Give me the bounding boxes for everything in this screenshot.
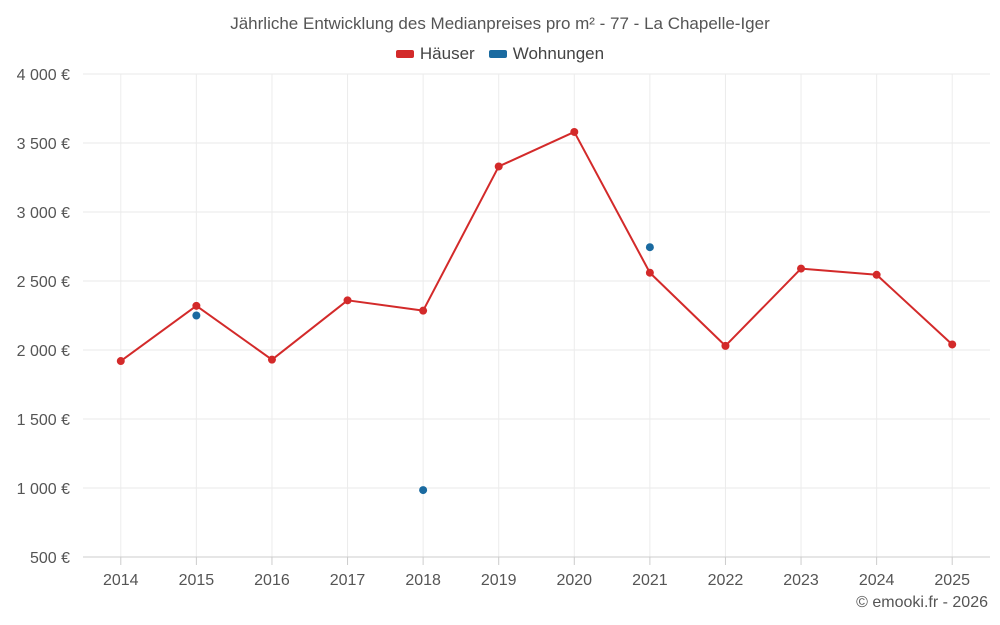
- series-line-haeuser: [120, 130, 953, 362]
- chart-marks: [116, 127, 957, 495]
- chart-legend: Häuser Wohnungen: [0, 44, 1000, 64]
- legend-swatch-haeuser: [395, 50, 414, 58]
- data-point-haeuser-2015[interactable]: [192, 301, 201, 310]
- data-point-haeuser-2025[interactable]: [948, 340, 957, 349]
- y-tick-label: 2 500 €: [17, 274, 70, 291]
- copyright-credit: © emooki.fr - 2026: [856, 594, 988, 611]
- x-tick-label: 2022: [708, 572, 744, 589]
- x-tick-label: 2023: [783, 572, 819, 589]
- x-tick-label: 2025: [934, 572, 970, 589]
- y-tick-label: 1 000 €: [17, 481, 70, 498]
- data-point-haeuser-2014[interactable]: [116, 357, 125, 366]
- y-tick-label: 4 000 €: [17, 67, 70, 84]
- legend-swatch-wohnungen: [488, 50, 507, 58]
- legend-label-wohnungen: Wohnungen: [512, 44, 605, 63]
- data-point-haeuser-2021[interactable]: [645, 268, 654, 277]
- data-point-haeuser-2024[interactable]: [872, 270, 881, 279]
- data-point-wohnungen-2018[interactable]: [419, 486, 428, 495]
- data-point-haeuser-2022[interactable]: [721, 341, 730, 350]
- x-tick-label: 2021: [632, 572, 668, 589]
- data-point-haeuser-2019[interactable]: [494, 162, 503, 171]
- data-point-haeuser-2016[interactable]: [267, 355, 276, 364]
- legend-item-wohnungen[interactable]: Wohnungen: [488, 44, 605, 64]
- y-tick-label: 3 000 €: [17, 205, 70, 222]
- data-point-wohnungen-2015[interactable]: [192, 311, 201, 320]
- x-tick-label: 2016: [254, 572, 290, 589]
- x-tick-label: 2017: [330, 572, 366, 589]
- x-tick-label: 2015: [179, 572, 215, 589]
- data-point-wohnungen-2021[interactable]: [645, 243, 654, 252]
- y-tick-label: 1 500 €: [17, 412, 70, 429]
- data-point-haeuser-2023[interactable]: [797, 264, 806, 273]
- axes: 500 € 1 000 € 1 500 € 2 000 € 2 500 € 3 000 €…: [17, 67, 990, 589]
- grid: [83, 73, 990, 558]
- data-point-haeuser-2020[interactable]: [570, 127, 579, 136]
- x-tick-label: 2024: [859, 572, 895, 589]
- x-tick-label: 2019: [481, 572, 517, 589]
- x-tick-label: 2018: [405, 572, 441, 589]
- y-tick-label: 2 000 €: [17, 343, 70, 360]
- chart-title: Jährliche Entwicklung des Medianpreises …: [230, 14, 770, 33]
- x-tick-label: 2014: [103, 572, 139, 589]
- y-tick-label: 500 €: [30, 550, 70, 567]
- x-tick-label: 2020: [556, 572, 592, 589]
- data-point-haeuser-2018[interactable]: [419, 306, 428, 315]
- legend-label-haeuser: Häuser: [419, 44, 475, 63]
- y-tick-label: 3 500 €: [17, 136, 70, 153]
- data-point-haeuser-2017[interactable]: [343, 296, 352, 305]
- legend-item-haeuser[interactable]: Häuser: [395, 44, 475, 64]
